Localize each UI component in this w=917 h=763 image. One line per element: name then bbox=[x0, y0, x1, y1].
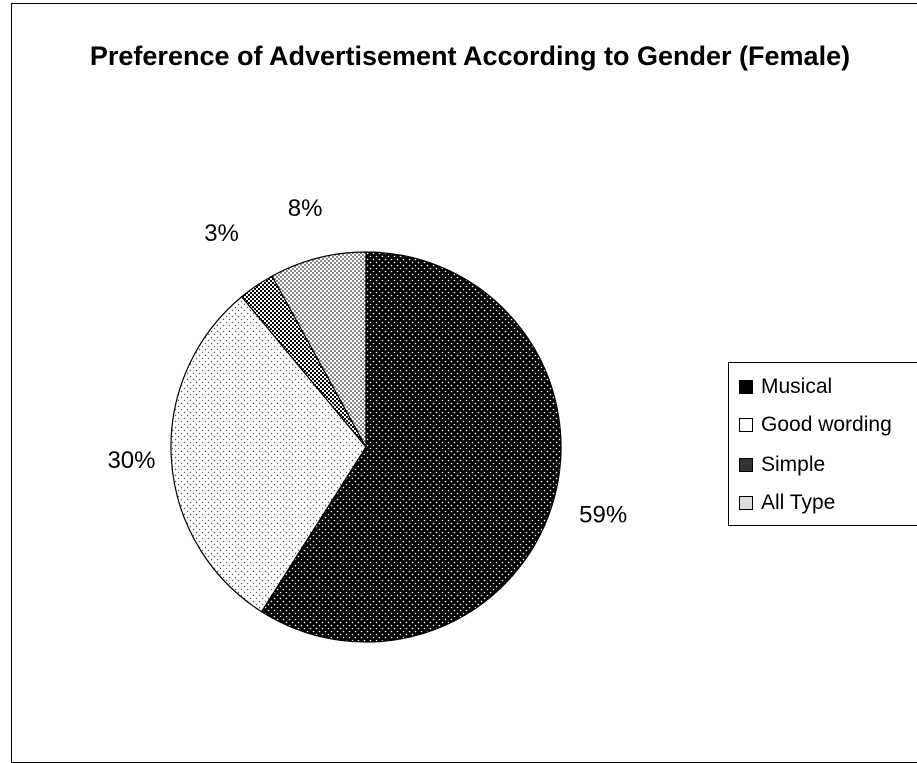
legend-item-musical: Musical bbox=[739, 373, 832, 401]
legend-item-good-wording: Good wording bbox=[739, 411, 892, 439]
legend-label-good-wording: Good wording bbox=[761, 413, 892, 436]
legend-swatch-good-wording bbox=[739, 418, 753, 432]
chart-title: Preference of Advertisement According to… bbox=[89, 41, 851, 71]
legend-item-all-type: All Type bbox=[739, 489, 835, 517]
pie-slice-musical bbox=[260, 251, 562, 643]
data-label-all-type: 8% bbox=[288, 195, 323, 222]
legend-swatch-all-type bbox=[739, 496, 753, 510]
legend-item-simple: Simple bbox=[739, 451, 825, 479]
pie-slice-good-wording bbox=[170, 295, 367, 613]
data-label-good-wording: 30% bbox=[107, 447, 155, 474]
data-label-simple: 3% bbox=[204, 220, 239, 247]
data-label-musical: 59% bbox=[579, 501, 627, 528]
legend-label-musical: Musical bbox=[761, 375, 833, 398]
legend-label-all-type: All Type bbox=[761, 491, 836, 514]
legend: Musical Good wording Simple All Type bbox=[728, 362, 917, 526]
legend-label-simple: Simple bbox=[761, 453, 826, 476]
legend-swatch-musical bbox=[739, 380, 753, 394]
legend-swatch-simple bbox=[739, 458, 753, 472]
pie-slice-all-type bbox=[271, 251, 367, 448]
